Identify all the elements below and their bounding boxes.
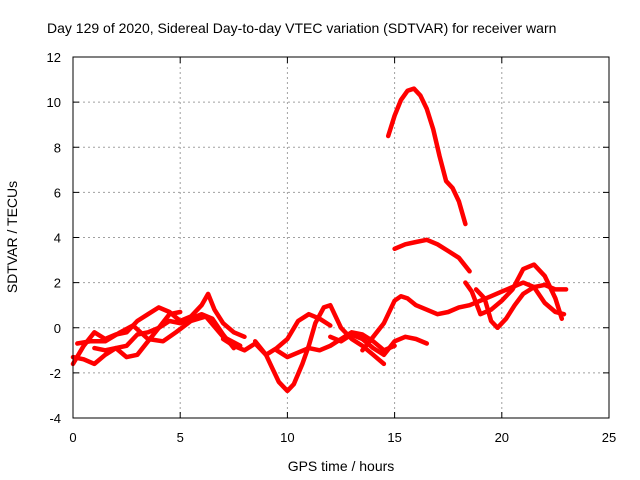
series-track-6: [252, 302, 387, 394]
series-track-3: [75, 314, 243, 349]
x-tick-label: 20: [495, 430, 509, 445]
y-tick-label: 2: [54, 276, 61, 291]
chart-title: Day 129 of 2020, Sidereal Day-to-day VTE…: [47, 20, 556, 36]
series-track-11: [392, 237, 472, 274]
series-track-12: [463, 262, 565, 321]
series-track-9: [360, 280, 569, 353]
y-tick-label: 6: [54, 185, 61, 200]
y-tick-label: 0: [54, 321, 61, 336]
y-tick-label: -4: [49, 411, 61, 426]
series-track-1: [70, 291, 247, 367]
x-tick-label: 10: [280, 430, 294, 445]
y-tick-label: -2: [49, 366, 61, 381]
y-tick-label: 8: [54, 140, 61, 155]
y-axis-label: SDTVAR / TECUs: [4, 181, 20, 293]
x-tick-label: 0: [69, 430, 76, 445]
x-tick-label: 25: [602, 430, 616, 445]
series-track-8: [328, 332, 430, 358]
series-track-13: [473, 284, 567, 331]
series-layer: [70, 86, 569, 394]
x-tick-label: 15: [387, 430, 401, 445]
series-track-4: [92, 309, 183, 360]
y-tick-label: 12: [47, 50, 61, 65]
series-track-7: [274, 330, 397, 360]
x-tick-label: 5: [177, 430, 184, 445]
tick-layer: 0 5 10 15 20 25 -4 -2 0 2 4 6 8 10 12: [47, 50, 617, 445]
x-axis-label: GPS time / hours: [288, 458, 395, 474]
y-tick-label: 10: [47, 95, 61, 110]
series-track-10: [385, 86, 468, 227]
grid-layer: [73, 57, 609, 418]
y-tick-label: 4: [54, 231, 61, 246]
